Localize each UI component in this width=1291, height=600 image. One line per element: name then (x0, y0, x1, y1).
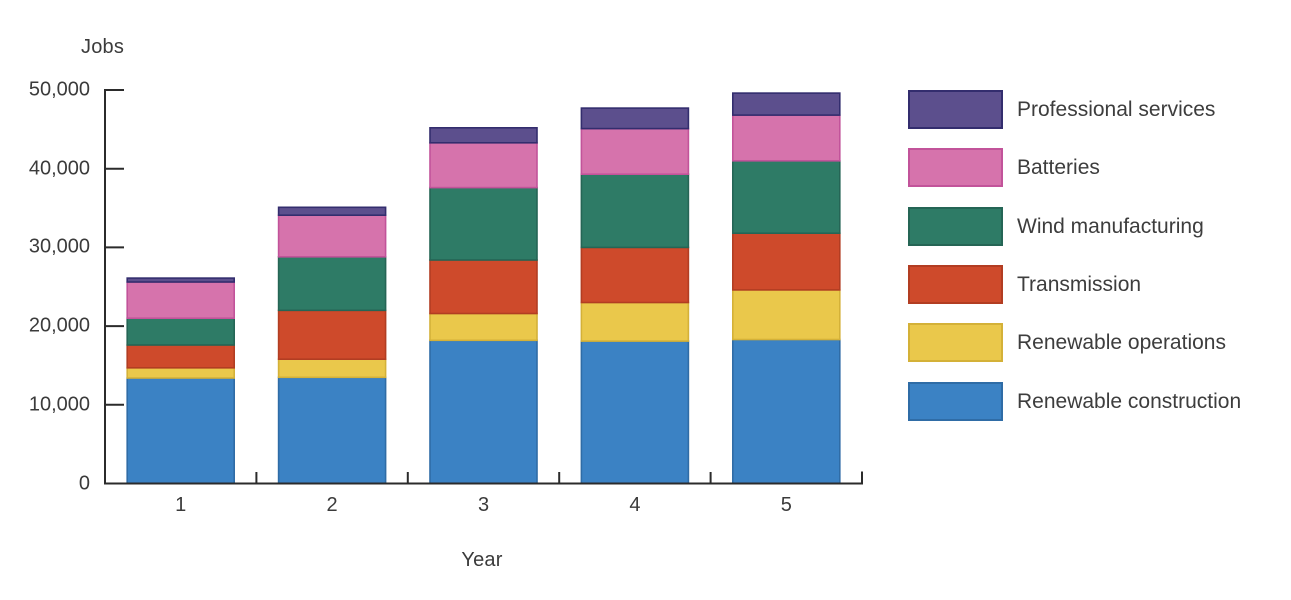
legend-label: Renewable operations (1017, 330, 1226, 354)
legend-label: Transmission (1017, 272, 1142, 296)
bar-segment (429, 259, 538, 315)
bar-segment (277, 206, 387, 217)
legend-swatch-professional-services (908, 90, 1003, 129)
y-tick-label: 20,000 (28, 314, 90, 337)
bar-segment (731, 92, 841, 116)
bar-segment (429, 312, 538, 342)
x-tick-label: 1 (175, 494, 187, 516)
bar-segment (731, 114, 841, 162)
bar-segment (580, 340, 690, 485)
bar-segment (126, 377, 235, 485)
bar-segment (731, 338, 841, 485)
y-tick-label: 30,000 (28, 235, 90, 258)
legend-swatch-wind-manufacturing (908, 207, 1003, 246)
y-tick-label: 0 (78, 472, 90, 494)
y-tick-label: 50,000 (28, 78, 90, 101)
legend-item-wind-manufacturing: Wind manufacturing (908, 207, 1204, 246)
bar-segment (580, 301, 690, 342)
bar-segment (277, 358, 387, 379)
bar-segment (580, 107, 690, 130)
bar-segment (731, 289, 841, 341)
legend-label: Batteries (1017, 155, 1100, 179)
bar-segment (429, 127, 538, 144)
bar-segment (277, 309, 387, 360)
legend-item-renewable-construction: Renewable construction (908, 382, 1241, 421)
bar-segment (277, 376, 387, 485)
bar-segment (429, 186, 538, 261)
x-tick-label: 2 (326, 494, 338, 516)
x-tick-label: 4 (629, 494, 641, 516)
bar-segment (126, 366, 235, 379)
legend-swatch-renewable-operations (908, 323, 1003, 362)
bar-segment (731, 232, 841, 291)
bar-segment (429, 339, 538, 485)
x-axis-title: Year (461, 549, 503, 571)
legend-item-transmission: Transmission (908, 265, 1141, 304)
x-tick-label: 3 (477, 494, 490, 516)
y-tick-label: 10,000 (28, 393, 90, 416)
bar-segment (126, 344, 235, 369)
legend-swatch-batteries (908, 148, 1003, 187)
legend-swatch-renewable-construction (908, 382, 1003, 421)
bar-segment (126, 277, 235, 283)
axes-layer (104, 89, 863, 485)
bar-segment (580, 173, 690, 249)
bar-segment (731, 160, 841, 235)
bar-segment (126, 317, 235, 346)
bar-segment (580, 246, 690, 304)
legend-label: Wind manufacturing (1017, 214, 1204, 238)
x-tick-label: 5 (780, 494, 792, 516)
y-tick-label: 40,000 (28, 157, 90, 180)
legend-label: Professional services (1017, 97, 1216, 121)
legend-item-batteries: Batteries (908, 148, 1100, 187)
bar-segment (580, 127, 690, 176)
bar-segment (126, 281, 235, 320)
bar-segment (429, 141, 538, 189)
bar-segment (277, 214, 387, 258)
legend-item-renewable-operations: Renewable operations (908, 323, 1226, 362)
legend-item-professional-services: Professional services (908, 90, 1215, 129)
bars-layer (126, 92, 841, 485)
y-axis-title: Jobs (81, 36, 125, 58)
bar-segment (277, 255, 387, 312)
legend-label: Renewable construction (1017, 389, 1242, 413)
legend-swatch-transmission (908, 265, 1003, 304)
